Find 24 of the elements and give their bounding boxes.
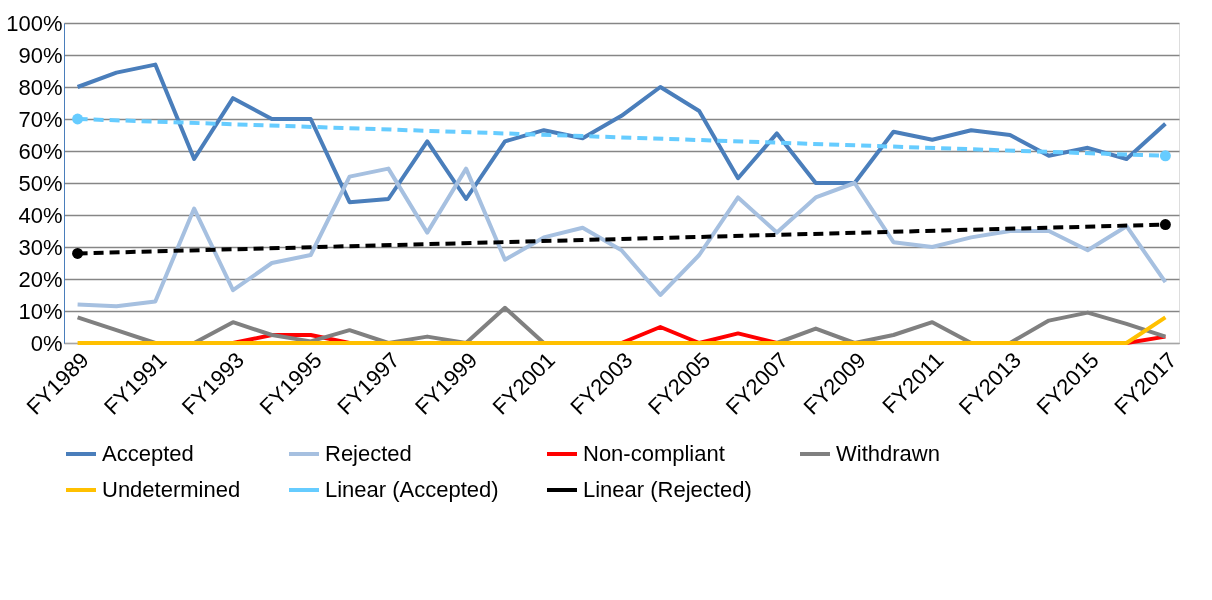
legend-label: Rejected: [325, 441, 412, 466]
point: [72, 113, 84, 125]
y-tick-label: 40%: [18, 202, 63, 228]
y-tick-label: 10%: [18, 298, 63, 324]
point: [72, 247, 84, 259]
y-tick-label: 90%: [18, 42, 63, 68]
legend-label: Undetermined: [102, 477, 241, 502]
point: [1159, 150, 1171, 162]
y-tick-label: 20%: [18, 266, 63, 292]
legend-label: Linear (Accepted): [325, 477, 499, 502]
y-tick-label: 100%: [6, 10, 63, 36]
point: [1159, 219, 1171, 231]
y-tick-label: 30%: [18, 234, 63, 260]
y-tick-label: 80%: [18, 74, 63, 100]
legend-label: Withdrawn: [836, 441, 940, 466]
line-series: [75, 62, 1168, 205]
legend-label: Accepted: [102, 441, 194, 466]
legend-label: Linear (Rejected): [583, 477, 752, 502]
legend-label: Non-compliant: [583, 441, 725, 466]
y-tick-label: 60%: [18, 138, 63, 164]
y-tick-label: 0%: [30, 330, 63, 356]
y-tick-label: 50%: [18, 170, 63, 196]
line-series: [75, 166, 1168, 309]
y-tick-label: 70%: [18, 106, 63, 132]
